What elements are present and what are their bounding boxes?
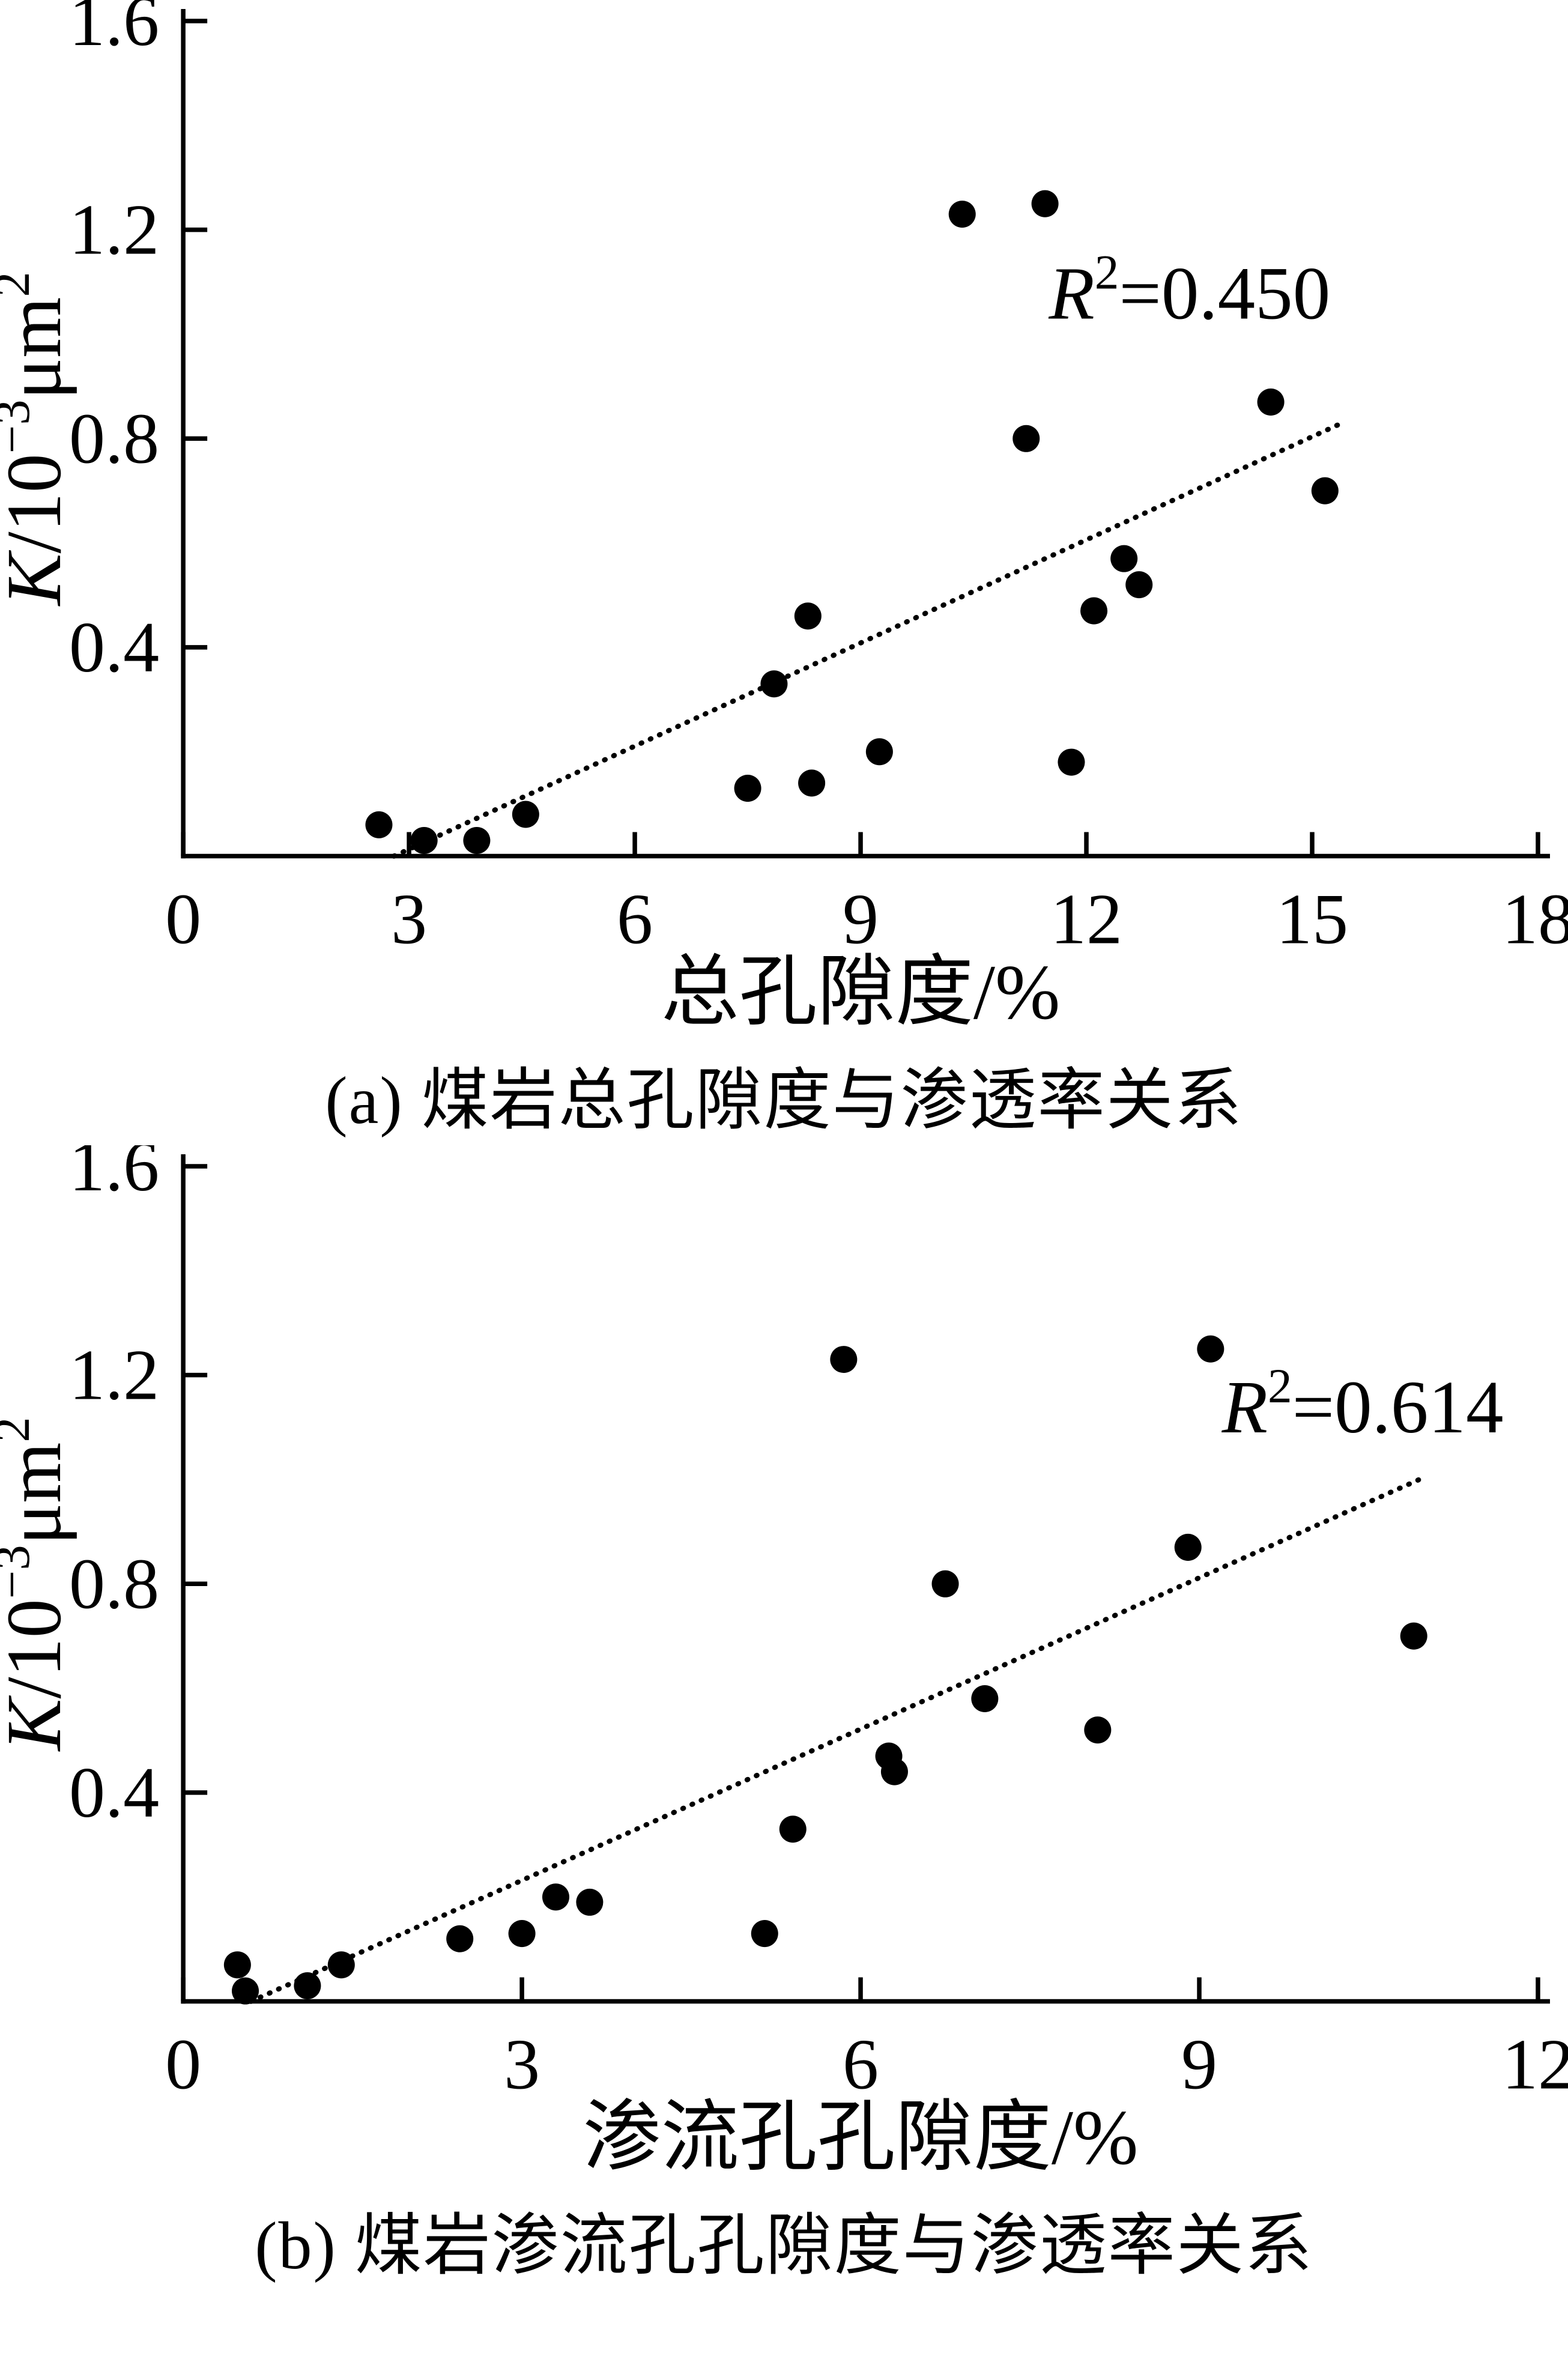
data-point: [1013, 425, 1040, 452]
x-axis-title: 总孔隙度/%: [661, 949, 1061, 1036]
y-tick-label: 1.2: [69, 190, 159, 270]
data-point: [779, 1815, 807, 1843]
x-tick-label: 9: [843, 879, 879, 959]
data-point: [1125, 571, 1153, 599]
y-tick-label: 1.6: [69, 1145, 159, 1206]
data-point: [734, 775, 761, 802]
data-point: [794, 602, 822, 630]
r-squared-annotation: R2=0.450: [1048, 245, 1330, 335]
y-axis-title: K/10−3μm2: [0, 271, 77, 607]
data-point: [463, 826, 491, 854]
data-point: [327, 1951, 355, 1979]
x-tick-label: 9: [1181, 2024, 1217, 2104]
y-tick-label: 0.8: [69, 1544, 159, 1624]
y-tick-label: 0.4: [69, 607, 159, 687]
data-point: [1084, 1716, 1112, 1744]
data-point: [751, 1920, 778, 1948]
data-point: [1174, 1534, 1202, 1561]
data-point: [971, 1685, 999, 1713]
x-axis-title: 渗流孔孔隙度/%: [583, 2095, 1139, 2181]
data-point: [1080, 597, 1108, 625]
data-point: [542, 1883, 569, 1911]
chart-canvas: 0 3 6 9 12 15 18 0.4 0.8 1.2 1.6 总孔隙度/% K/10−3μm2 R2=…: [0, 0, 1568, 1036]
data-point: [880, 1758, 908, 1786]
y-axis-title: K/10−3μm2: [0, 1417, 77, 1752]
x-tick-label: 0: [165, 879, 201, 959]
trend-line: [391, 420, 1345, 859]
x-tick-label: 6: [843, 2024, 879, 2104]
data-point: [446, 1925, 474, 1953]
x-tick-label: 18: [1502, 879, 1568, 959]
caption-b: (b) 煤岩渗流孔孔隙度与渗透率关系: [255, 2209, 1313, 2284]
r-squared-annotation: R2=0.614: [1221, 1360, 1504, 1450]
figure-b: 0 3 6 9 12 0.4 0.8 1.2 1.6 渗流孔孔隙度/% K/10−3μm2 R2=0.…: [0, 1145, 1568, 2285]
x-tick-label: 0: [165, 2024, 201, 2104]
data-point: [232, 1978, 259, 2005]
data-point: [410, 826, 438, 854]
x-tick-label: 3: [391, 879, 427, 959]
figure-a: 0 3 6 9 12 15 18 0.4 0.8 1.2 1.6 总孔隙度/% K/10−3μm2 R2=…: [0, 0, 1568, 1139]
data-point: [760, 670, 788, 698]
x-tick-label: 12: [1050, 879, 1122, 959]
data-point: [512, 801, 539, 828]
caption-a: (a) 煤岩总孔隙度与渗透率关系: [325, 1063, 1243, 1138]
data-point: [294, 1972, 321, 2000]
data-point: [1197, 1336, 1224, 1363]
data-point: [508, 1920, 536, 1948]
data-point: [576, 1889, 604, 1916]
y-tick-label: 0.4: [69, 1752, 159, 1832]
scatter-chart-total-porosity: 0 3 6 9 12 15 18 0.4 0.8 1.2 1.6 总孔隙度/% K/10−3μm2 R2=…: [0, 0, 1568, 1052]
data-point: [1031, 190, 1059, 217]
x-tick-label: 3: [504, 2024, 540, 2104]
data-point: [865, 738, 893, 766]
data-point: [931, 1570, 959, 1598]
y-tick-label: 1.2: [69, 1335, 159, 1415]
data-point: [830, 1346, 858, 1373]
data-point: [223, 1951, 251, 1979]
x-tick-label: 6: [617, 879, 653, 959]
y-tick-label: 0.8: [69, 398, 159, 478]
data-point: [1110, 545, 1138, 572]
data-point: [1400, 1623, 1427, 1650]
data-point: [1257, 388, 1285, 416]
y-tick-label: 1.6: [69, 0, 159, 61]
scatter-chart-seepage-porosity: 0 3 6 9 12 0.4 0.8 1.2 1.6 渗流孔孔隙度/% K/10−3μm2 R2=0.…: [0, 1145, 1568, 2197]
data-point: [365, 811, 393, 838]
page: 0 3 6 9 12 15 18 0.4 0.8 1.2 1.6 总孔隙度/% K/10−3μm2 R2=…: [0, 0, 1568, 2285]
chart-canvas: 0 3 6 9 12 0.4 0.8 1.2 1.6 渗流孔孔隙度/% K/10−3μm2 R2=0.…: [0, 1145, 1568, 2181]
data-point: [1058, 748, 1085, 776]
data-point: [1311, 477, 1339, 504]
x-tick-label: 15: [1276, 879, 1348, 959]
data-point: [798, 769, 826, 797]
trend-line: [248, 1477, 1422, 2005]
x-tick-label: 12: [1502, 2024, 1568, 2104]
data-point: [948, 201, 976, 228]
